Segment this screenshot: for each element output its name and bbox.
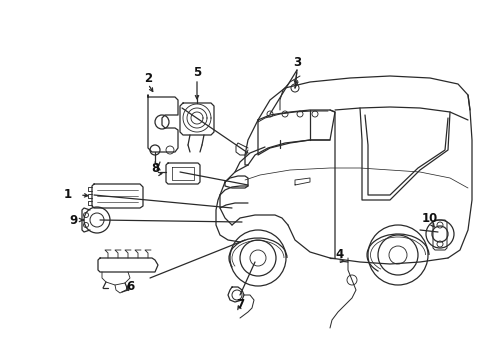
Text: 10: 10 [421,211,437,225]
Text: 7: 7 [235,298,244,311]
Text: 2: 2 [143,72,152,85]
Text: 9: 9 [69,213,77,226]
Text: 1: 1 [64,189,72,202]
Text: 8: 8 [151,162,159,175]
Text: 5: 5 [192,66,201,78]
Text: 6: 6 [125,280,134,293]
Text: 3: 3 [292,57,301,69]
Text: 4: 4 [335,248,344,261]
